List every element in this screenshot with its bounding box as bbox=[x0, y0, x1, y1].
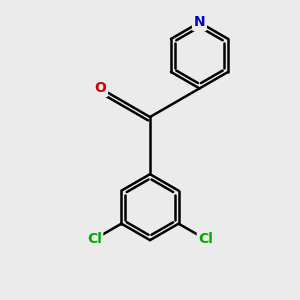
Text: Cl: Cl bbox=[198, 232, 213, 246]
Text: N: N bbox=[194, 15, 205, 29]
Text: O: O bbox=[94, 81, 106, 95]
Text: Cl: Cl bbox=[87, 232, 102, 246]
